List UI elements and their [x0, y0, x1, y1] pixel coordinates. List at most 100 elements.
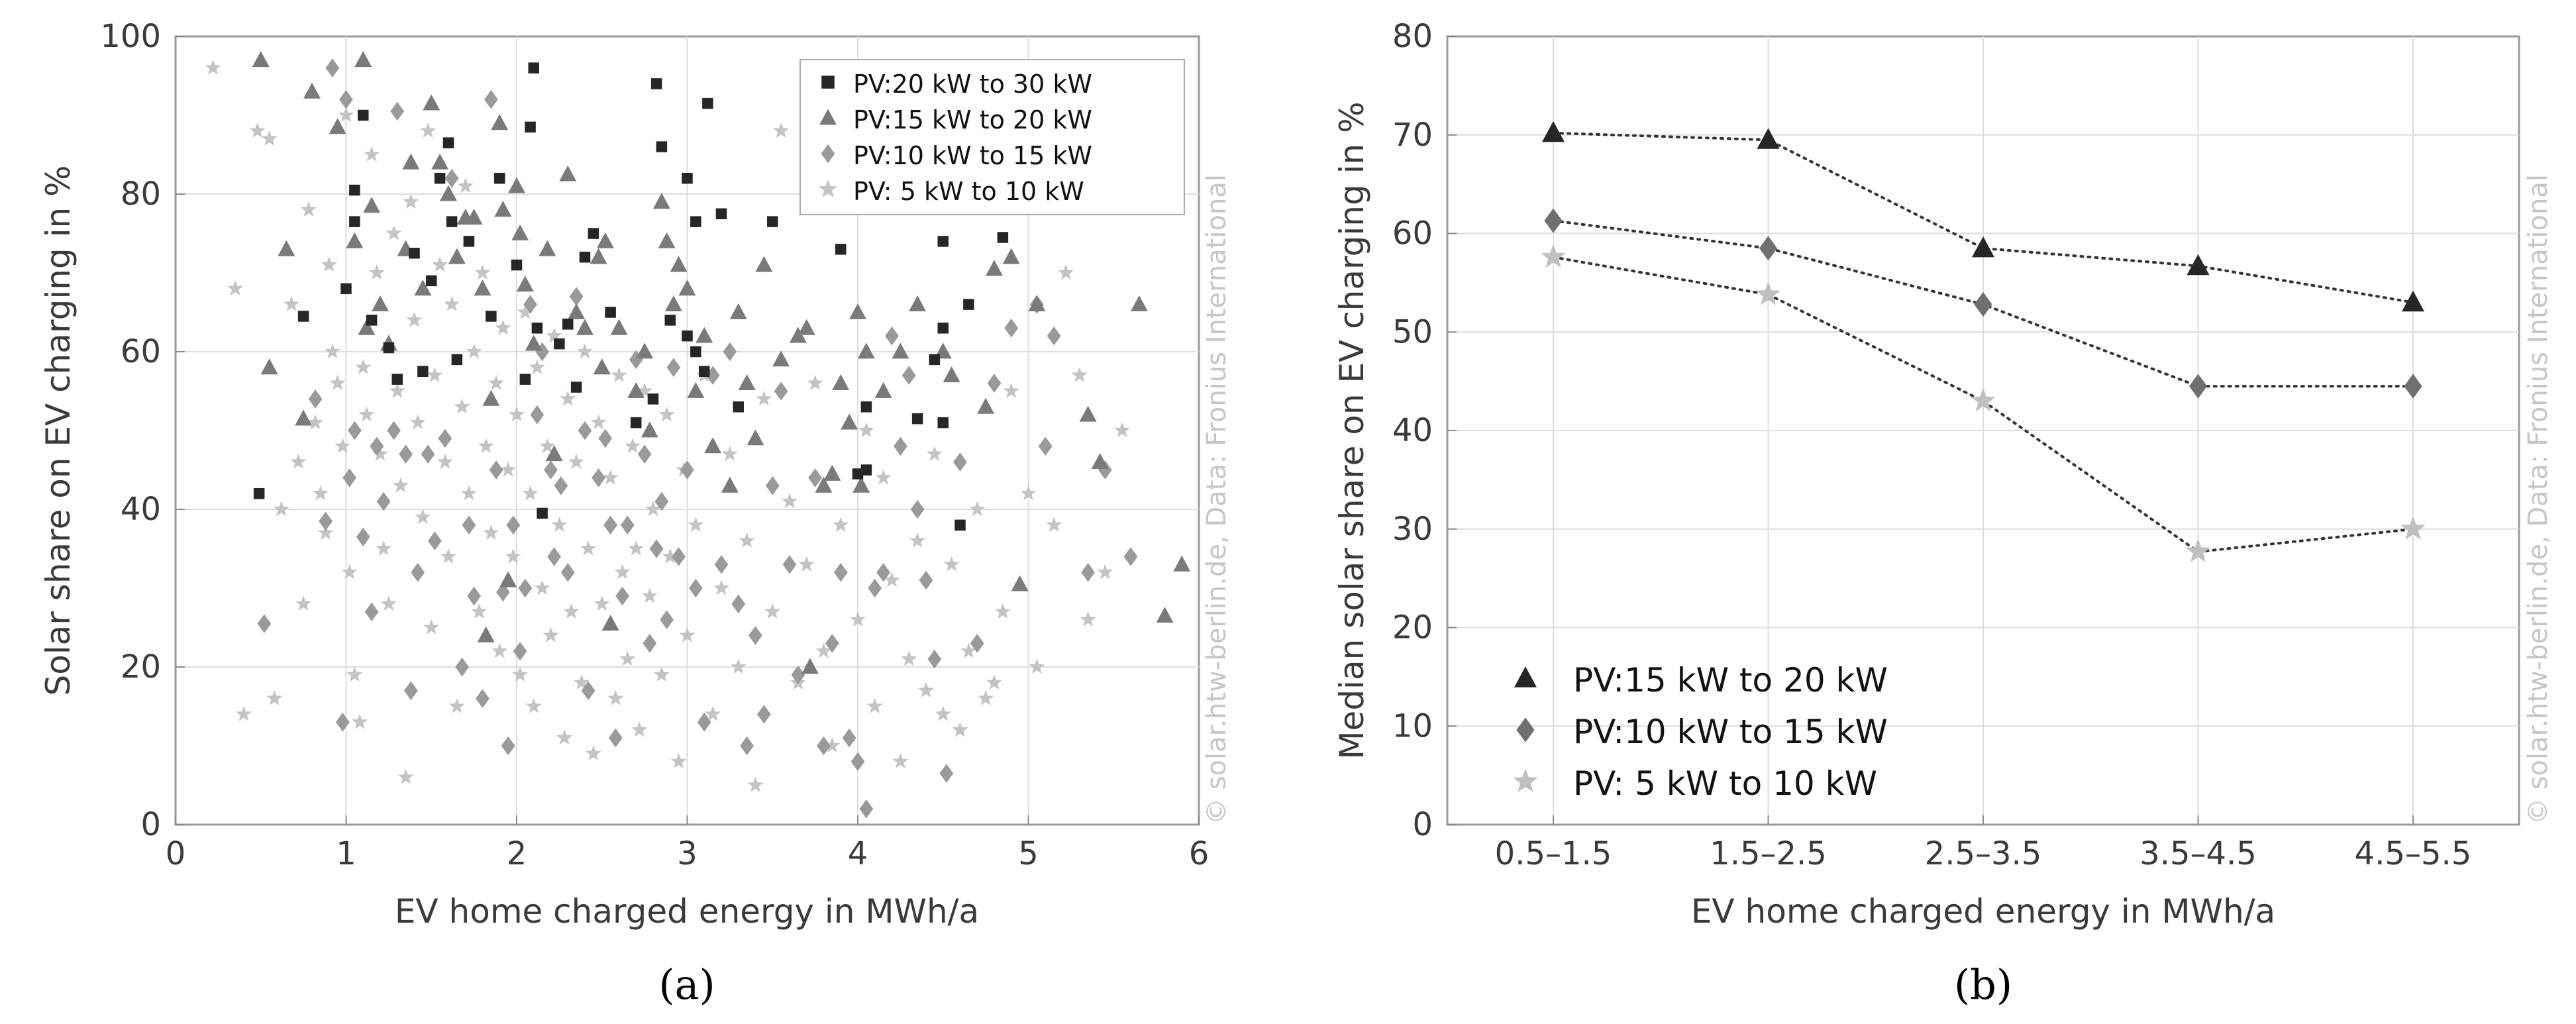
x-tick-label-a: 6	[1189, 835, 1210, 872]
data-point-a	[954, 519, 966, 531]
series-line-b	[1552, 131, 2414, 304]
data-point-a	[835, 244, 847, 255]
data-point-a	[295, 409, 313, 426]
data-point-a	[670, 256, 688, 272]
data-point-a	[798, 319, 815, 335]
legend-label-a: PV:15 kW to 20 kW	[853, 105, 1092, 134]
data-point-a	[364, 602, 379, 621]
data-point-b	[1757, 128, 1780, 149]
data-point-a	[833, 562, 848, 582]
data-point-a	[278, 240, 295, 256]
data-point-a	[650, 78, 662, 89]
data-point-a	[588, 228, 599, 239]
legend-box-a	[799, 59, 1185, 215]
data-point-a	[978, 690, 994, 705]
data-point-a	[518, 578, 533, 598]
data-point-a	[539, 240, 556, 256]
data-point-a	[467, 586, 482, 606]
y-axis-label-b: Median solar share on EV charging in %	[1333, 101, 1371, 759]
data-point-a	[399, 444, 413, 464]
data-point-a	[937, 236, 949, 247]
data-point-a	[352, 713, 368, 729]
data-point-a	[664, 295, 682, 311]
data-point-a	[500, 461, 517, 477]
data-point-b	[2404, 374, 2422, 399]
data-point-a	[569, 287, 584, 306]
data-point-a	[491, 114, 509, 130]
data-point-a	[664, 315, 676, 326]
data-point-a	[852, 476, 870, 493]
data-point-a	[1058, 264, 1074, 280]
data-point-a	[874, 382, 892, 398]
data-point-a	[474, 280, 491, 296]
data-point-a	[260, 358, 278, 375]
data-point-a	[782, 555, 797, 574]
data-point-a	[764, 603, 781, 619]
data-point-a	[702, 97, 713, 109]
data-point-a	[205, 60, 221, 75]
data-point-a	[431, 153, 449, 170]
data-point-a	[307, 414, 324, 430]
data-point-a	[585, 745, 601, 761]
data-point-a	[446, 216, 458, 227]
data-point-a	[517, 303, 533, 319]
data-point-a	[631, 417, 642, 429]
data-point-a	[747, 776, 764, 792]
data-point-a	[969, 501, 986, 517]
data-point-a	[559, 165, 577, 181]
data-point-a	[610, 319, 628, 335]
data-point-a	[403, 193, 419, 209]
y-tick-label-b: 80	[1392, 18, 1433, 55]
y-tick-label-b: 30	[1392, 511, 1433, 548]
data-point-a	[868, 578, 882, 598]
data-point-a	[1173, 555, 1191, 572]
data-point-a	[773, 123, 790, 138]
data-point-a	[448, 697, 465, 713]
legend-marker-a	[821, 76, 835, 89]
data-point-a	[253, 487, 265, 499]
data-point-a	[748, 626, 762, 645]
data-point-a	[909, 533, 926, 548]
data-point-a	[602, 469, 619, 485]
data-point-a	[249, 123, 266, 138]
data-point-a	[295, 595, 312, 611]
legend-marker-b	[1513, 768, 1538, 792]
data-point-a	[884, 572, 900, 588]
data-point-a	[409, 248, 420, 259]
series-points-b	[1541, 121, 2426, 562]
data-point-a	[791, 665, 805, 685]
data-point-a	[529, 359, 545, 374]
data-point-a	[570, 382, 582, 393]
data-point-a	[444, 295, 460, 311]
data-point-a	[815, 476, 833, 493]
data-point-a	[658, 406, 675, 422]
data-point-a	[730, 658, 747, 674]
data-point-a	[649, 539, 664, 558]
data-point-b	[1542, 121, 1565, 142]
data-point-a	[366, 315, 378, 326]
data-point-a	[349, 216, 360, 227]
data-point-a	[556, 729, 573, 745]
data-point-a	[1047, 326, 1061, 346]
data-point-a	[680, 460, 694, 480]
data-point-a	[227, 280, 244, 295]
data-point-a	[714, 555, 729, 574]
data-point-a	[767, 216, 778, 227]
data-point-a	[859, 799, 874, 819]
data-point-a	[505, 548, 521, 564]
data-point-a	[537, 507, 548, 519]
data-point-a	[765, 476, 780, 495]
data-point-a	[643, 634, 657, 653]
data-point-a	[489, 460, 503, 480]
data-point-a	[544, 460, 558, 480]
data-point-a	[523, 295, 537, 314]
data-point-a	[937, 323, 949, 334]
data-point-a	[358, 109, 369, 121]
data-point-a	[1046, 517, 1062, 532]
data-point-a	[670, 753, 687, 768]
x-tick-label-b: 1.5–2.5	[1710, 835, 1827, 872]
data-point-a	[1156, 607, 1174, 623]
data-point-a	[641, 421, 658, 438]
data-point-a	[530, 405, 544, 425]
data-point-a	[355, 359, 372, 374]
